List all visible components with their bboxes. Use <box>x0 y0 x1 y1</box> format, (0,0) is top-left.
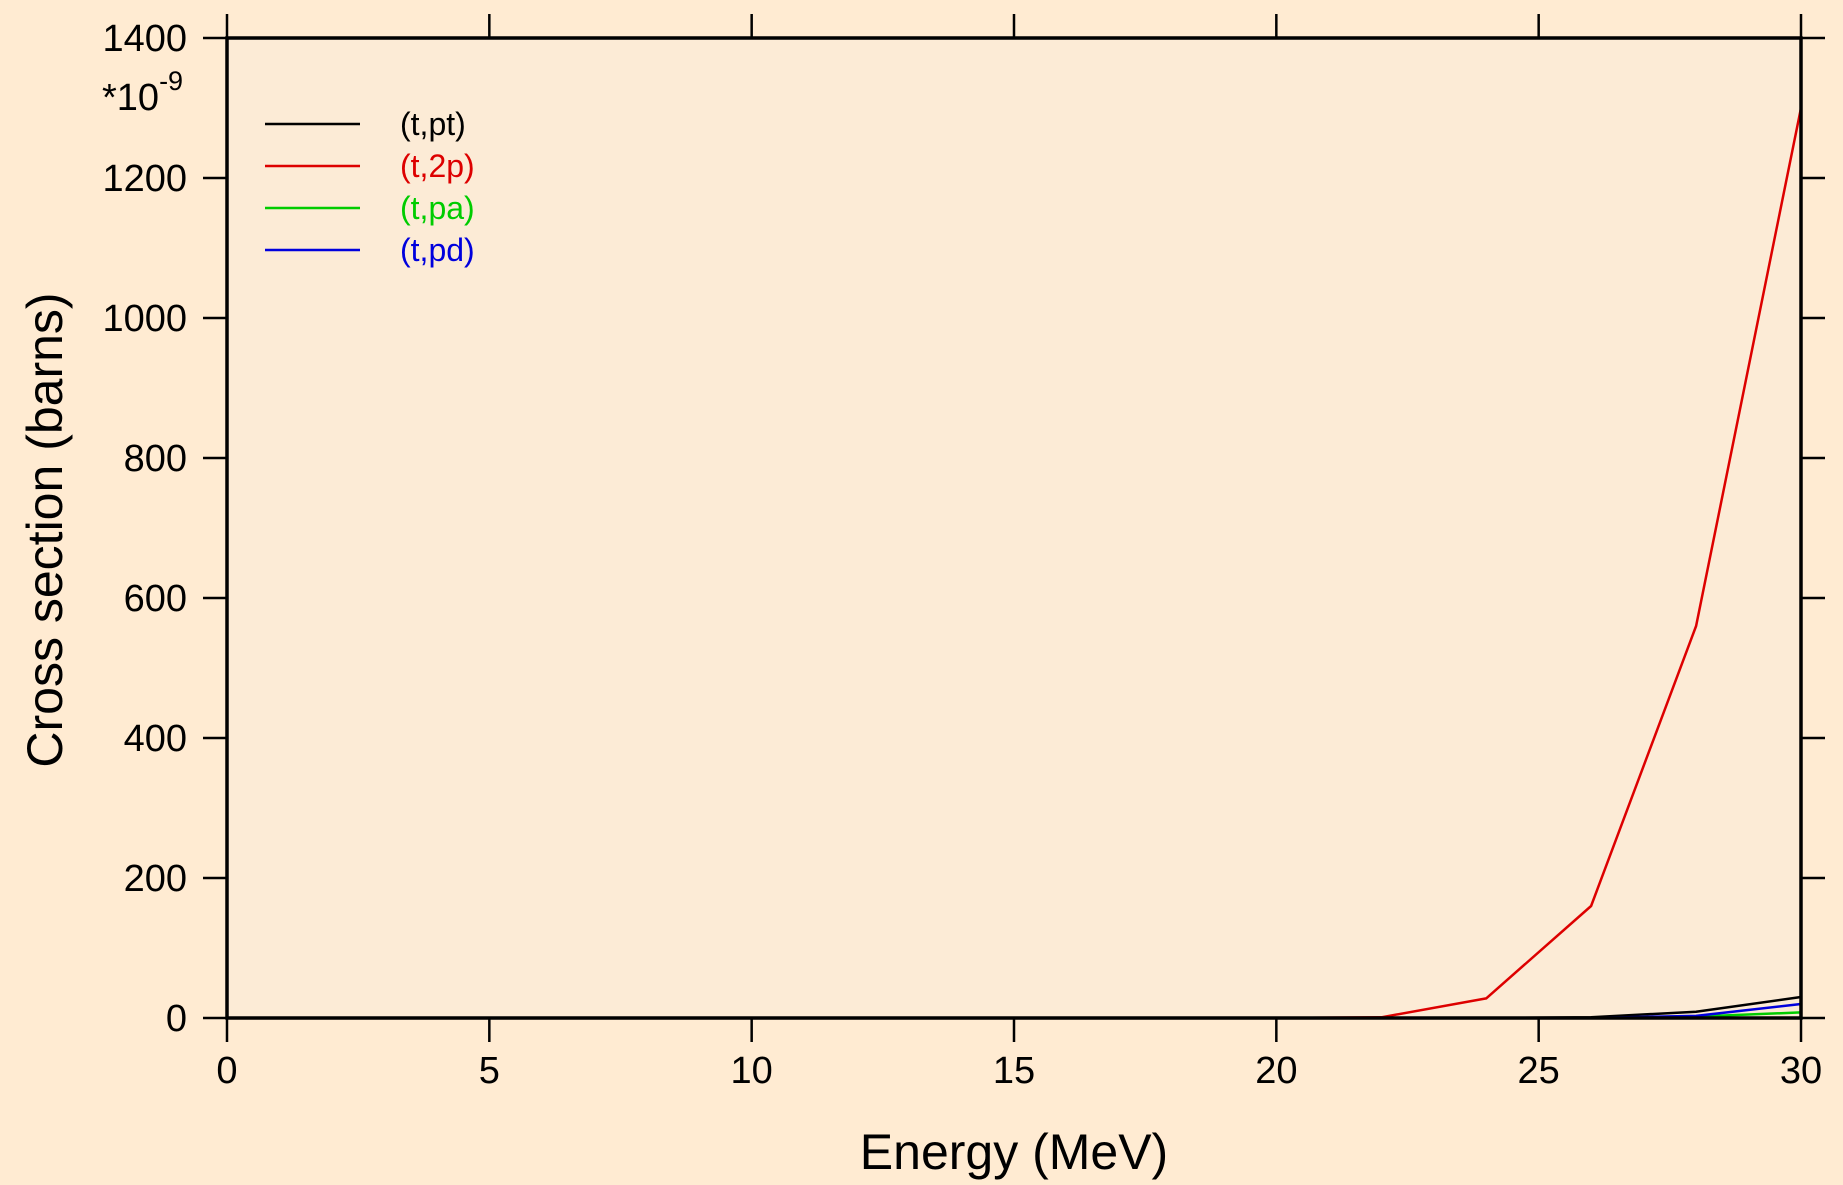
y-tick-label: 1200 <box>102 158 187 200</box>
legend-label: (t,pd) <box>400 232 475 268</box>
y-tick-label: 1000 <box>102 298 187 340</box>
x-axis-title: Energy (MeV) <box>860 1124 1168 1180</box>
y-multiplier-exponent: -9 <box>159 66 183 96</box>
y-axis-title: Cross section (barns) <box>17 292 73 767</box>
plot-area <box>227 38 1801 1018</box>
y-multiplier-label: *10-9 <box>102 66 183 119</box>
legend-label: (t,pt) <box>400 106 466 142</box>
y-multiplier-base: *10 <box>102 77 159 119</box>
x-tick-label: 15 <box>993 1050 1035 1092</box>
x-tick-label: 25 <box>1518 1050 1560 1092</box>
y-tick-label: 800 <box>124 438 187 480</box>
y-tick-label: 0 <box>166 998 187 1040</box>
ticks-layer: 0 5 10 15 20 25 30 0 200 400 600 800 1000 1200 1400 <box>102 14 1825 1092</box>
x-tick-label: 30 <box>1780 1050 1822 1092</box>
x-tick-label: 10 <box>731 1050 773 1092</box>
y-tick-label: 200 <box>124 858 187 900</box>
y-tick-label: 1400 <box>102 18 187 60</box>
legend-label: (t,pa) <box>400 190 475 226</box>
x-tick-label: 0 <box>216 1050 237 1092</box>
x-tick-label: 20 <box>1255 1050 1297 1092</box>
y-tick-label: 600 <box>124 578 187 620</box>
legend: (t,pt) (t,2p) (t,pa) (t,pd) <box>265 106 475 268</box>
x-tick-label: 5 <box>479 1050 500 1092</box>
legend-label: (t,2p) <box>400 148 475 184</box>
y-tick-label: 400 <box>124 718 187 760</box>
